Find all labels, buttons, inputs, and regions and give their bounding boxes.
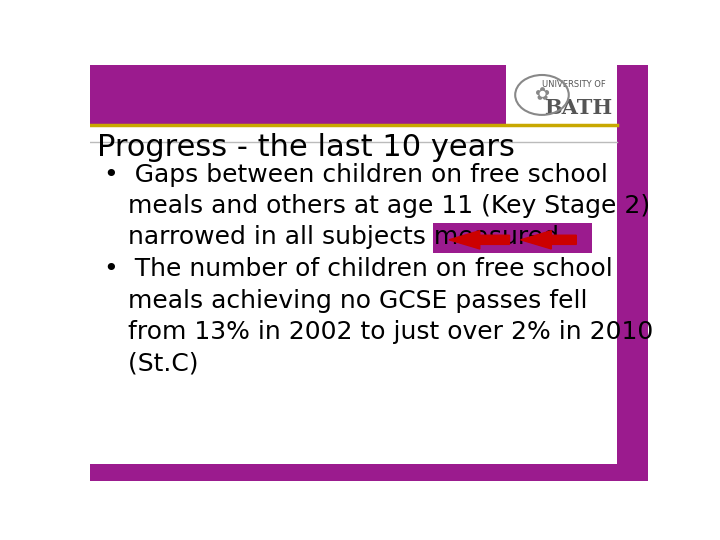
Bar xyxy=(505,65,617,125)
Text: UNIVERSITY OF: UNIVERSITY OF xyxy=(542,79,606,89)
Bar xyxy=(90,65,505,125)
Bar xyxy=(617,65,648,481)
Text: narrowed in all subjects measured: narrowed in all subjects measured xyxy=(104,225,559,249)
Bar xyxy=(90,464,617,481)
Text: meals and others at age 11 (Key Stage 2): meals and others at age 11 (Key Stage 2) xyxy=(104,194,650,218)
Bar xyxy=(433,223,592,253)
Text: (St.C): (St.C) xyxy=(104,352,199,375)
FancyArrow shape xyxy=(521,231,576,249)
FancyArrow shape xyxy=(449,231,510,249)
Text: from 13% in 2002 to just over 2% in 2010: from 13% in 2002 to just over 2% in 2010 xyxy=(104,320,653,344)
Text: •  The number of children on free school: • The number of children on free school xyxy=(104,257,613,281)
Text: meals achieving no GCSE passes fell: meals achieving no GCSE passes fell xyxy=(104,289,588,313)
Text: ✿: ✿ xyxy=(534,86,549,104)
Text: BATH: BATH xyxy=(544,98,613,118)
Text: •  Gaps between children on free school: • Gaps between children on free school xyxy=(104,163,608,186)
Text: Progress - the last 10 years: Progress - the last 10 years xyxy=(96,133,515,161)
